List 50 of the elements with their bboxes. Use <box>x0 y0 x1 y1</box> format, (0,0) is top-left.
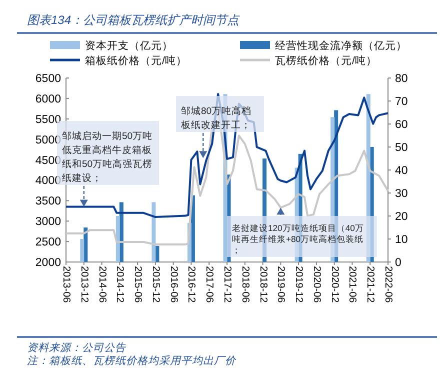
y-tick-label: 3500 <box>35 196 61 208</box>
x-tick-label: 2021-06 <box>346 266 358 304</box>
y2-tick-label: 50 <box>395 142 408 154</box>
y-tick-label: 6500 <box>35 73 61 85</box>
text: 注：箱板纸、瓦楞纸价格均采用平均出厂价 <box>27 355 237 367</box>
x-tick-label: 2018-06 <box>239 266 250 304</box>
annotation: 老挝建设120万吨造纸项目（40万吨再生纤维浆+80万吨高档包装纸； <box>232 223 364 255</box>
x-tick-label: 2020-12 <box>328 266 340 304</box>
y2-tick-label: 40 <box>395 165 408 177</box>
x-tick-label: 2014-12 <box>114 266 126 304</box>
y2-tick-label: 60 <box>395 119 408 131</box>
x-tick-label: 2020-06 <box>310 266 322 304</box>
y-tick-label: 2500 <box>35 236 61 249</box>
x-tick-label: 2018-12 <box>257 266 268 304</box>
x-tick-label: 2019-12 <box>293 266 304 304</box>
x-tick-label: 2017-06 <box>204 266 215 304</box>
y2-tick-label: 10 <box>395 234 408 246</box>
annotation: 邹城80万吨高档板纸改建开工； <box>180 105 252 131</box>
x-tick-label: 2013-12 <box>78 266 90 304</box>
x-tick-label: 2019-06 <box>275 266 286 304</box>
annotation: 邹城启动一期50万吨低克重高档牛皮箱板纸和50万吨高强瓦楞纸建设； <box>62 130 153 184</box>
legend-label: 经营性现金流净额（亿元） <box>275 39 407 52</box>
y2-tick-label: 30 <box>395 188 408 200</box>
y2-tick-label: 20 <box>395 211 408 223</box>
x-tick-label: 2015-12 <box>150 266 161 304</box>
x-tick-label: 2017-12 <box>222 266 232 304</box>
y-tick-label: 4500 <box>35 154 61 167</box>
y-tick-label: 5000 <box>35 134 61 146</box>
y-tick-label: 2000 <box>35 257 61 269</box>
annotation: 老挝建设120万吨造纸项目（40万吨再生纤维浆+80万吨高档包装纸； <box>227 208 377 257</box>
y2-tick-label: 0 <box>395 257 402 269</box>
text: 资料来源：公司公告 <box>27 342 127 354</box>
y-tick-label: 3000 <box>35 216 61 228</box>
legend-label: 瓦楞纸价格（元/吨） <box>275 54 377 67</box>
x-tick-label: 2016-06 <box>168 266 179 304</box>
x-tick-label: 2013-06 <box>60 266 72 304</box>
x-tick-label: 2015-06 <box>132 266 144 304</box>
legend-label: 资本开支（亿元） <box>85 39 173 52</box>
x-tick-label: 2014-06 <box>96 266 108 304</box>
x-tick-label: 2022-06 <box>382 266 394 304</box>
y-tick-label: 4000 <box>35 175 61 188</box>
y-tick-label: 5500 <box>35 114 61 126</box>
legend-label: 箱板纸价格（元/吨） <box>85 54 187 67</box>
annotation: 邹城80万吨高档板纸改建开工； <box>176 96 264 158</box>
x-tick-label: 2016-12 <box>186 266 197 304</box>
chart-title: 图表134：公司箱板瓦楞纸扩产时间节点 <box>27 13 240 27</box>
y2-tick-label: 70 <box>395 96 408 108</box>
y2-tick-label: 80 <box>395 73 408 85</box>
y-tick-label: 6000 <box>35 93 61 106</box>
x-tick-label: 2021-12 <box>364 266 376 304</box>
